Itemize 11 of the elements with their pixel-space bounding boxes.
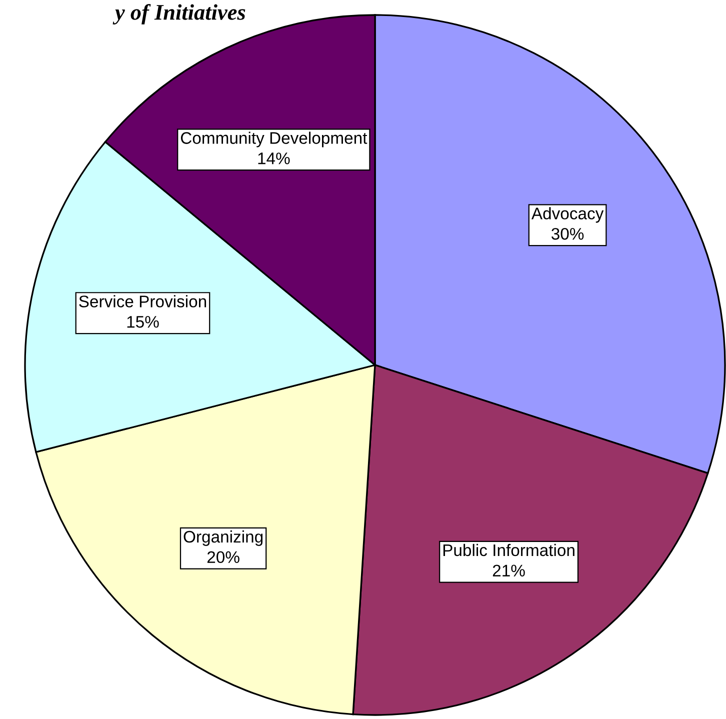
data-label: 30% <box>552 228 584 240</box>
data-label: 14% <box>258 152 290 164</box>
data-label: 21% <box>492 564 525 576</box>
data-label: 15% <box>127 316 159 328</box>
slice-label: Organizing <box>184 530 263 546</box>
slice-label: Community Development <box>180 132 368 148</box>
slice-label: Advocacy <box>531 207 604 223</box>
data-label: 20% <box>207 551 240 564</box>
slice-label: Service Provision <box>79 295 206 308</box>
chart-title: y of Initiatives <box>112 4 246 24</box>
slice-label: Public Information <box>443 544 574 556</box>
